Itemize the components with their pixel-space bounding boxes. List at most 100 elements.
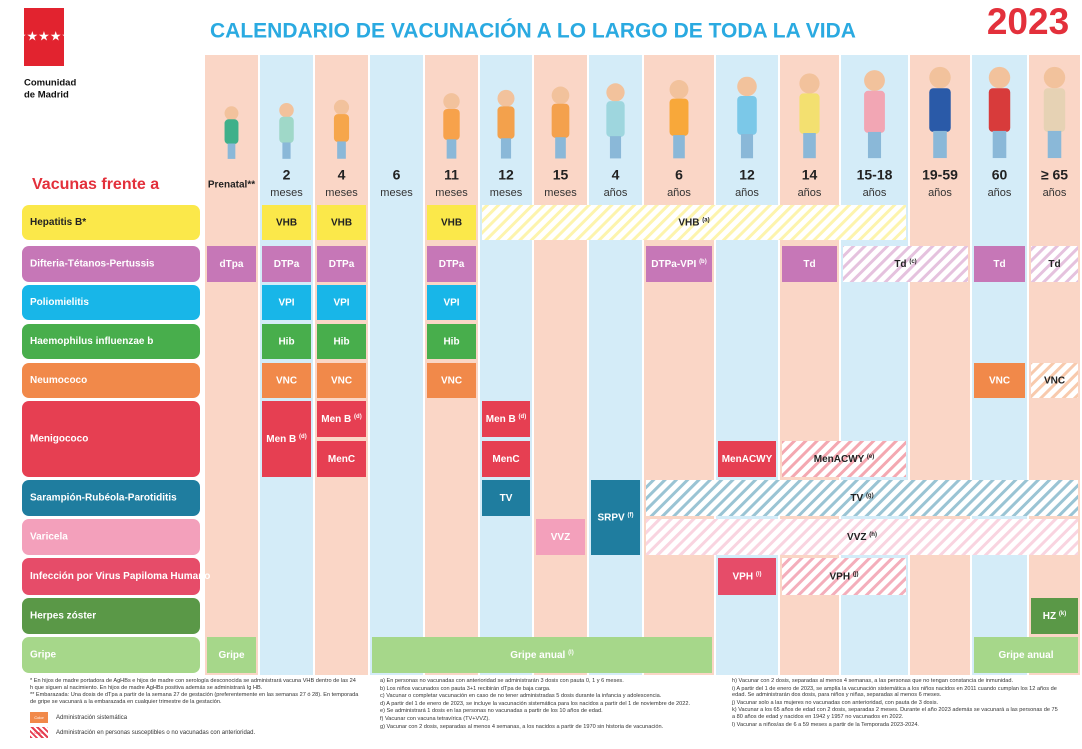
footnotes-middle: a) En personas no vacunadas con anterior… [380, 678, 720, 731]
cell [207, 637, 256, 673]
figure-illustration [1043, 66, 1066, 159]
footnote: h) Vacunar con 2 dosis, separadas al men… [732, 678, 1014, 684]
figure-body [497, 106, 515, 139]
figure-head [443, 93, 460, 110]
column-age: ≥ 65 [1041, 167, 1068, 183]
row-label: Infección por Virus Papiloma Humano [30, 571, 210, 582]
cell [207, 246, 256, 282]
cell-text: SRPV [597, 512, 625, 523]
figure-head [551, 86, 570, 105]
cell [262, 324, 311, 359]
footnote: c) Vacunar o completar vacunación en cas… [380, 693, 662, 700]
cell-label: TV (g) [850, 493, 873, 504]
row-tile [22, 363, 200, 398]
column-age: 4 [338, 167, 346, 183]
vaccine-row: Herpes zóster HZ (k) [22, 598, 1078, 634]
row-label: Varicela [30, 532, 68, 543]
cell-note: (f) [628, 512, 634, 518]
legend-swatch: Color [30, 712, 48, 723]
legend-item: Color Administración en personas suscepti… [30, 727, 255, 738]
cell-text: Men B [486, 414, 516, 425]
cell-text: Hib [443, 336, 459, 347]
vaccine-row: Difteria-Tétanos-Pertussis dTpa DTPa DTPa DT… [22, 246, 1078, 282]
cell-text: TV [500, 493, 513, 504]
cell-hatched [646, 480, 1078, 516]
footnote: b) Los niños vacunados con pauta 3+1 rec… [380, 685, 551, 692]
column-age: 15-18 [857, 167, 893, 183]
cell-label: Men B (d) [266, 434, 306, 445]
figure-head [606, 83, 625, 102]
cell-label: Gripe anual [998, 650, 1053, 661]
column-age: 11 [444, 167, 459, 183]
row-tile [22, 637, 200, 673]
row-label: Neumococo [30, 375, 87, 386]
cell-label: TV [500, 493, 513, 504]
figure-legs [673, 135, 685, 159]
cell-text: MenACWY [814, 454, 865, 465]
row-label: Sarampión-Rubéola-Parotiditis [30, 493, 177, 504]
column-unit: años [735, 187, 759, 199]
cell-label: VPI [333, 297, 349, 308]
cell-hatched [843, 246, 968, 282]
figure-body [864, 90, 885, 133]
footnote: a) En personas no vacunadas con anterior… [380, 678, 624, 684]
column-unit: años [928, 187, 952, 199]
cell [317, 324, 366, 359]
cell [262, 285, 311, 320]
cell-label: VNC [331, 375, 352, 386]
cell-label: VNC [989, 375, 1010, 386]
cell-label: Men B (d) [486, 414, 526, 425]
figure-head [799, 73, 820, 94]
cell-note: (d) [299, 434, 307, 440]
column-unit: años [667, 187, 691, 199]
cell-label: DTPa [329, 259, 355, 270]
cell [536, 519, 585, 555]
figure-head [737, 76, 757, 97]
cell [427, 205, 476, 240]
cell-text: Gripe anual [510, 650, 565, 661]
figure-illustration [333, 99, 350, 159]
cell-label: DTPa-VPI (b) [651, 259, 706, 270]
cell-label: VPI [278, 297, 294, 308]
footnote: * En hijos de madre portadora de AgHBs e… [30, 678, 356, 691]
row-tile [22, 598, 200, 634]
figure-head [864, 70, 885, 91]
cell-label: DTPa [439, 259, 465, 270]
footnote: d) A partir del 1 de enero de 2023, se i… [380, 700, 691, 707]
cell-text: VVZ [847, 532, 866, 543]
vaccination-calendar: ★★★★★★★ Comunidad de Madrid CALENDARIO D… [3, 0, 1080, 675]
cell-label: Hib [333, 336, 349, 347]
cell-text: VNC [1044, 375, 1065, 386]
column-unit: años [863, 187, 887, 199]
column-unit: años [798, 187, 822, 199]
column-unit: meses [435, 187, 468, 199]
figure-illustration [279, 103, 294, 159]
logo-stars: ★★★★★★★ [3, 28, 85, 43]
cell-text: VPI [333, 297, 349, 308]
figure-body [279, 116, 294, 144]
cell-label: VNC [1044, 375, 1065, 386]
cell-label: dTpa [220, 259, 244, 270]
column-age: 12 [739, 167, 755, 183]
figure-illustration [929, 66, 951, 159]
figure-head [224, 106, 239, 121]
cell [974, 246, 1025, 282]
cell-label: VPI [443, 297, 459, 308]
cell-text: MenC [328, 454, 355, 465]
cell-note: (c) [909, 259, 916, 265]
cell-text: VPI [278, 297, 294, 308]
cell-label: HZ (k) [1043, 611, 1066, 622]
figure-illustration [551, 86, 570, 159]
cell-label: VPH (j) [829, 571, 858, 582]
column-age: 15 [553, 167, 569, 183]
cell-text: DTPa [274, 259, 300, 270]
column-age: 60 [992, 167, 1008, 183]
figure-legs [500, 138, 512, 159]
cell-text: MenC [492, 454, 519, 465]
footnote: k) Vacunar a los 65 años de edad con 2 d… [732, 707, 1058, 720]
figure-illustration [737, 76, 757, 159]
header-label: Vacunas frente a [32, 176, 159, 193]
figure-legs [992, 130, 1007, 159]
cell-note: (d) [519, 414, 527, 420]
